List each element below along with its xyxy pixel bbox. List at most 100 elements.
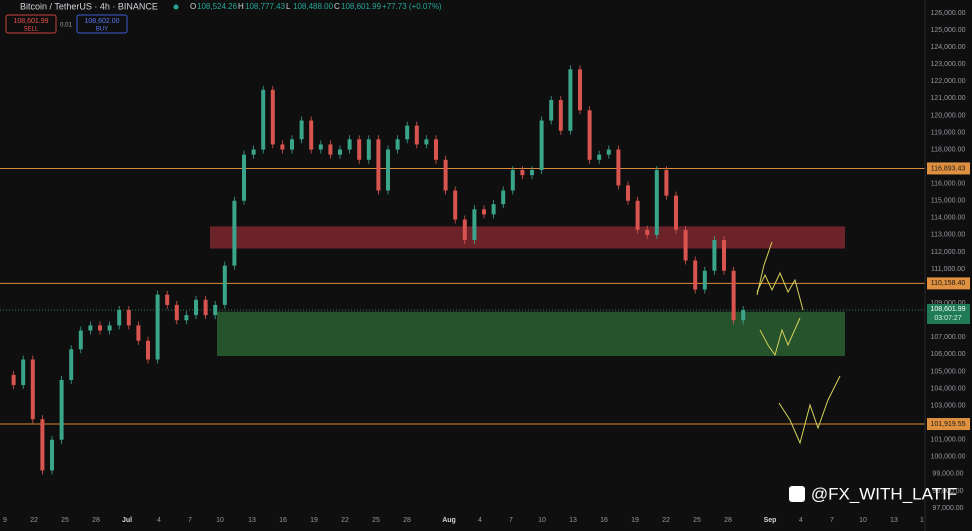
zone xyxy=(210,226,845,249)
candle xyxy=(194,299,198,316)
candle xyxy=(597,154,602,160)
candle xyxy=(98,325,102,331)
current-price-label: 108,601.99 xyxy=(930,306,965,313)
candle xyxy=(395,139,400,150)
date-label: 13 xyxy=(890,517,898,524)
date-label: 22 xyxy=(662,517,670,524)
candle xyxy=(78,330,83,350)
price-tick-label: 123,000.00 xyxy=(930,61,965,68)
candle xyxy=(155,294,160,360)
candle xyxy=(88,325,93,331)
level-tag xyxy=(927,418,970,431)
candle xyxy=(587,110,592,160)
candle xyxy=(501,190,506,205)
spread: 0.01 xyxy=(60,23,72,29)
price-tick-label: 98,000.00 xyxy=(932,488,963,495)
date-label: 22 xyxy=(341,517,349,524)
price-tick-label: 115,000.00 xyxy=(931,198,966,205)
price-tick-label: 106,000.00 xyxy=(930,351,965,358)
date-label: 19 xyxy=(310,517,318,524)
candle xyxy=(11,374,16,386)
date-label: 9 xyxy=(3,517,7,524)
sell-button[interactable] xyxy=(5,14,57,34)
candle xyxy=(251,149,256,155)
date-label: 10 xyxy=(538,517,546,524)
level-tag xyxy=(927,162,970,175)
candle xyxy=(405,125,410,140)
current-tag xyxy=(927,303,970,324)
date-label: 4 xyxy=(157,517,161,524)
candle xyxy=(453,190,458,220)
candle xyxy=(50,439,54,471)
date-label: 19 xyxy=(631,517,639,524)
buy-button[interactable] xyxy=(76,14,128,34)
candle xyxy=(136,325,141,341)
candle xyxy=(635,200,640,230)
change: +77.73 (+0.07%) xyxy=(382,2,442,11)
price-tick-label: 101,000.00 xyxy=(930,437,965,444)
symbol: Bitcoin / TetherUS · 4h · BINANCE xyxy=(20,1,158,11)
status-dot xyxy=(173,4,179,10)
candle xyxy=(59,379,64,440)
date-label: 4 xyxy=(799,517,803,524)
candle xyxy=(462,219,467,241)
date-label: 13 xyxy=(248,517,256,524)
price-tick-label: 124,000.00 xyxy=(930,44,965,51)
price-tick-label: 99,000.00 xyxy=(932,471,963,478)
price-tick-label: 126,000.00 xyxy=(930,10,965,17)
candle xyxy=(414,125,419,145)
zone xyxy=(217,311,845,357)
price-tick-label: 114,000.00 xyxy=(931,215,966,222)
level-label: 101,919.55 xyxy=(930,421,965,428)
candle xyxy=(510,170,515,191)
candle xyxy=(40,419,45,471)
price-tick-label: 103,000.00 xyxy=(930,402,965,409)
date-label: 7 xyxy=(188,517,192,524)
price-tick-label: 104,000.00 xyxy=(930,385,965,392)
candle xyxy=(165,294,170,305)
candle xyxy=(702,270,707,290)
candle xyxy=(328,144,333,155)
candle xyxy=(21,359,26,386)
level-label: 116,893.43 xyxy=(931,165,966,172)
candle xyxy=(520,170,525,176)
candle xyxy=(712,240,717,271)
price-tick-label: 111,000.00 xyxy=(931,266,965,273)
date-label: 16 xyxy=(600,517,608,524)
price-tick-label: 107,000.00 xyxy=(930,334,965,341)
candle xyxy=(280,144,285,150)
price-tick-label: 109,000.00 xyxy=(930,300,965,307)
date-label: 4 xyxy=(478,517,482,524)
candle xyxy=(376,139,381,191)
date-label: 7 xyxy=(509,517,513,524)
level-label: 110,158.40 xyxy=(931,280,966,287)
price-tick-label: 112,000.00 xyxy=(931,249,966,256)
price-tick-label: 113,000.00 xyxy=(931,232,966,239)
ohlc-key: C xyxy=(334,2,340,11)
candle xyxy=(693,260,698,290)
price-tick-label: 125,000.00 xyxy=(930,27,965,34)
date-label: 10 xyxy=(216,517,224,524)
date-label: 22 xyxy=(30,517,38,524)
candle xyxy=(434,139,438,160)
candle xyxy=(530,170,534,176)
candle xyxy=(626,185,630,201)
date-label: 25 xyxy=(372,517,380,524)
sell-label: SELL xyxy=(24,27,39,33)
candle xyxy=(558,100,563,131)
date-label: Aug xyxy=(442,517,456,524)
date-label: 16 xyxy=(279,517,287,524)
candle xyxy=(117,310,122,326)
candle xyxy=(299,120,304,140)
candle xyxy=(683,229,688,261)
candle xyxy=(578,69,582,111)
candle xyxy=(606,149,611,155)
candle xyxy=(242,154,246,201)
price-tick-label: 97,000.00 xyxy=(932,505,963,512)
candle xyxy=(30,359,35,420)
candle xyxy=(174,304,179,321)
ohlc-key: H xyxy=(238,2,244,11)
price-tick-label: 105,000.00 xyxy=(930,368,965,375)
candle xyxy=(203,299,208,316)
